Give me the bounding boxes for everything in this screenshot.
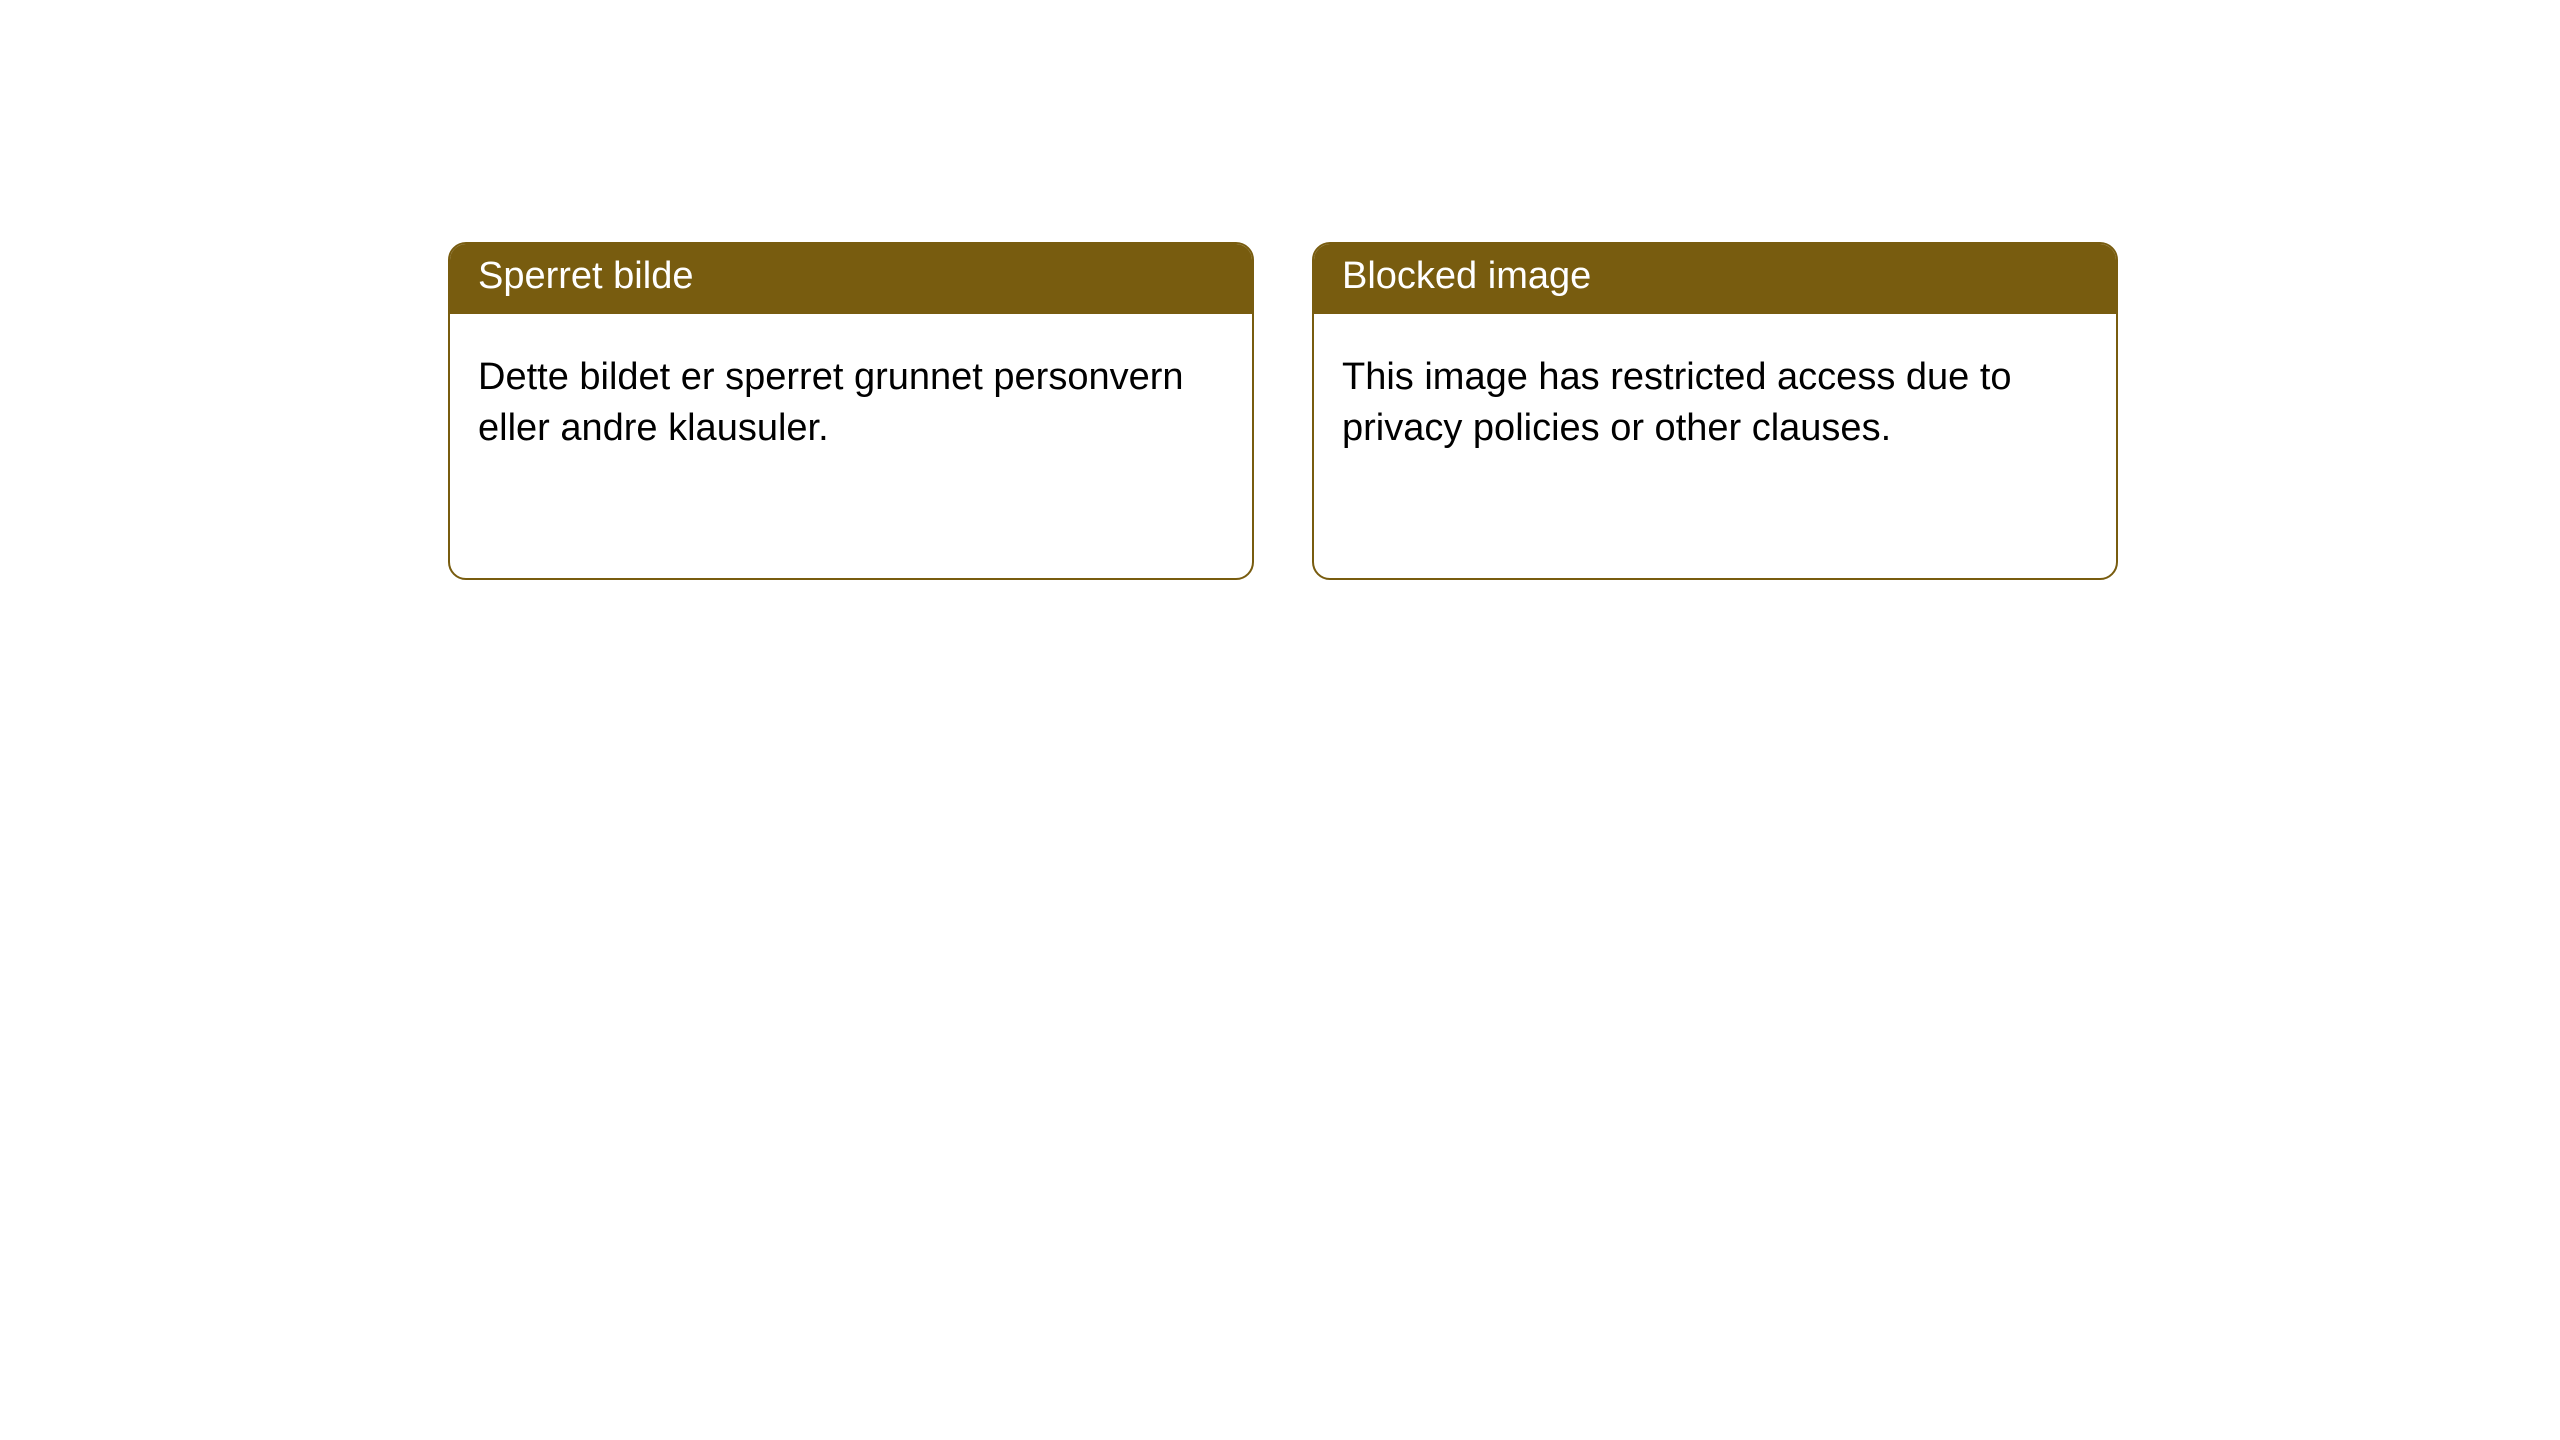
card-message: This image has restricted access due to … bbox=[1342, 356, 2012, 449]
card-body-english: This image has restricted access due to … bbox=[1314, 314, 2116, 483]
notice-container: Sperret bilde Dette bildet er sperret gr… bbox=[0, 0, 2560, 580]
card-header-norwegian: Sperret bilde bbox=[450, 244, 1252, 314]
card-message: Dette bildet er sperret grunnet personve… bbox=[478, 356, 1184, 449]
card-title: Blocked image bbox=[1342, 255, 1591, 297]
blocked-image-card-english: Blocked image This image has restricted … bbox=[1312, 242, 2118, 580]
card-title: Sperret bilde bbox=[478, 255, 693, 297]
card-header-english: Blocked image bbox=[1314, 244, 2116, 314]
blocked-image-card-norwegian: Sperret bilde Dette bildet er sperret gr… bbox=[448, 242, 1254, 580]
card-body-norwegian: Dette bildet er sperret grunnet personve… bbox=[450, 314, 1252, 483]
